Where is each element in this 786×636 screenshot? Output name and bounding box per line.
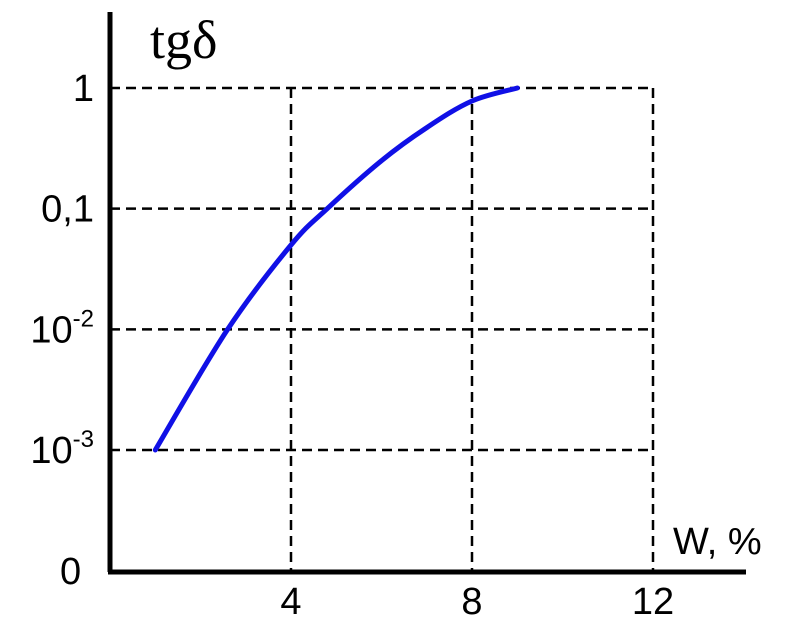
y-tick-label: 10-3 [30, 426, 94, 472]
y-tick-base: 10 [30, 309, 72, 351]
y-tick-base: 1 [73, 68, 94, 110]
x-tick-label: 12 [632, 581, 674, 623]
y-tick-exponent: -2 [73, 305, 94, 332]
y-tick-label: 0,1 [41, 189, 94, 231]
series-layer [152, 85, 520, 453]
grid [110, 86, 655, 572]
series-line [152, 85, 520, 453]
x-tick-label: 8 [461, 581, 482, 623]
y-tick-base: 10 [30, 430, 72, 472]
y-axis-label: tgδ [150, 10, 217, 70]
y-tick-exponent: -3 [73, 426, 94, 453]
labels: tgδ W, % 0 10-310-20,114 8 12 [30, 10, 761, 623]
y-tick-label: 10-2 [30, 305, 94, 351]
y-tick-base: 0,1 [41, 189, 94, 231]
x-tick-label: 4 [280, 581, 301, 623]
origin-label: 0 [60, 551, 81, 593]
x-axis-label: W, % [673, 521, 762, 563]
axes [107, 12, 746, 575]
y-tick-label: 1 [73, 68, 94, 110]
